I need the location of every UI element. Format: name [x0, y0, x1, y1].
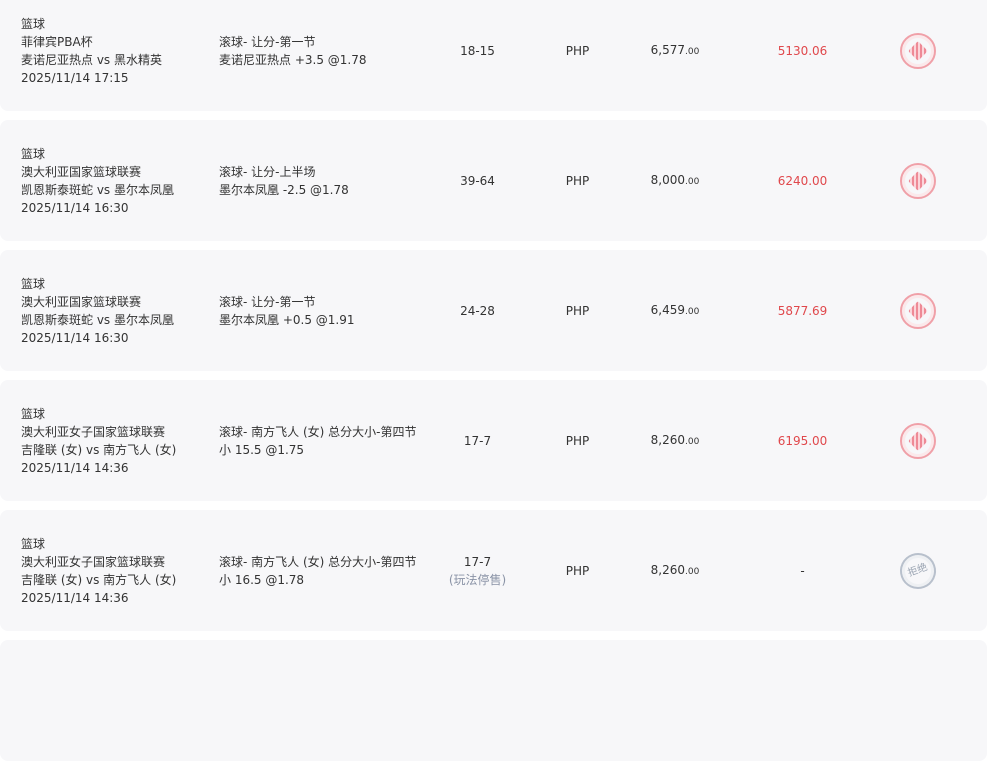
stamp-label: 拒绝	[906, 561, 930, 579]
bet-info: 滚球- 南方飞人 (女) 总分大小-第四节 小 15.5 @1.75	[219, 380, 439, 501]
match: 麦诺尼亚热点 vs 黑水精英	[21, 52, 162, 67]
score-cell: 17-7 (玩法停售)	[430, 510, 525, 631]
stake-dec: .00	[685, 306, 700, 317]
stake: 6,459.00	[651, 301, 700, 321]
sport: 篮球	[21, 146, 46, 161]
selection: 麦诺尼亚热点 +3.5 @1.78	[219, 52, 367, 67]
sport: 篮球	[21, 406, 46, 421]
selection: 小 15.5 @1.75	[219, 442, 305, 457]
sport: 篮球	[21, 536, 46, 551]
currency: PHP	[565, 563, 590, 578]
stake: 8,000.00	[651, 171, 700, 191]
bet-time: 2025/11/14 14:36	[21, 590, 129, 605]
payout: 6240.00	[777, 173, 828, 188]
currency: PHP	[565, 303, 590, 318]
score-cell: 24-28	[430, 250, 525, 371]
selection: 小 16.5 @1.78	[219, 572, 305, 587]
bet-record-row[interactable]: 篮球 菲律宾PBA杯 麦诺尼亚热点 vs 黑水精英 2025/11/14 17:…	[0, 0, 987, 111]
stake: 8,260.00	[651, 431, 700, 451]
stake-int: 6,577	[650, 42, 686, 57]
settled-stamp-icon	[900, 292, 936, 329]
settled-stamp-icon	[900, 32, 936, 69]
bet-time: 2025/11/14 14:36	[21, 460, 129, 475]
bet-info: 滚球- 让分-第一节 墨尔本凤凰 +0.5 @1.91	[219, 250, 439, 371]
bet-record-row[interactable]	[0, 640, 987, 761]
bet-time: 2025/11/14 16:30	[21, 200, 129, 215]
league: 澳大利亚国家篮球联赛	[21, 164, 142, 179]
score: 17-7	[463, 433, 492, 448]
sport: 篮球	[21, 276, 46, 291]
league: 菲律宾PBA杯	[21, 34, 93, 49]
match-info: 篮球 澳大利亚国家篮球联赛 凯恩斯泰斑蛇 vs 墨尔本凤凰 2025/11/14…	[21, 250, 211, 371]
score: 39-64	[460, 173, 495, 188]
market: 滚球- 让分-上半场	[219, 164, 316, 179]
match: 凯恩斯泰斑蛇 vs 墨尔本凤凰	[21, 312, 174, 327]
match-info: 篮球 澳大利亚女子国家篮球联赛 吉隆联 (女) vs 南方飞人 (女) 2025…	[21, 510, 211, 631]
match-info: 篮球 菲律宾PBA杯 麦诺尼亚热点 vs 黑水精英 2025/11/14 17:…	[21, 0, 211, 111]
stake-int: 8,000	[650, 172, 686, 187]
stake-dec: .00	[685, 566, 700, 577]
payout: -	[800, 563, 805, 578]
market: 滚球- 让分-第一节	[219, 34, 316, 49]
league: 澳大利亚女子国家篮球联赛	[21, 554, 166, 569]
payout: 5877.69	[777, 303, 828, 318]
league: 澳大利亚女子国家篮球联赛	[21, 424, 166, 439]
settled-stamp-icon	[900, 162, 936, 199]
stake-dec: .00	[685, 46, 700, 57]
score-cell: 18-15	[430, 0, 525, 111]
stake-int: 8,260	[650, 432, 686, 447]
currency: PHP	[565, 173, 590, 188]
bet-time: 2025/11/14 17:15	[21, 70, 129, 85]
bet-info: 滚球- 让分-上半场 墨尔本凤凰 -2.5 @1.78	[219, 120, 439, 241]
currency: PHP	[565, 433, 590, 448]
status-note: (玩法停售)	[448, 572, 507, 587]
bet-record-row[interactable]: 篮球 澳大利亚女子国家篮球联赛 吉隆联 (女) vs 南方飞人 (女) 2025…	[0, 510, 987, 631]
market: 滚球- 南方飞人 (女) 总分大小-第四节	[219, 424, 417, 439]
stake-int: 6,459	[650, 302, 686, 317]
bet-record-row[interactable]: 篮球 澳大利亚国家篮球联赛 凯恩斯泰斑蛇 vs 墨尔本凤凰 2025/11/14…	[0, 250, 987, 371]
market: 滚球- 南方飞人 (女) 总分大小-第四节	[219, 554, 417, 569]
stake-dec: .00	[685, 436, 700, 447]
stake-dec: .00	[685, 176, 700, 187]
score-cell: 17-7	[430, 380, 525, 501]
market: 滚球- 让分-第一节	[219, 294, 316, 309]
match-info: 篮球 澳大利亚女子国家篮球联赛 吉隆联 (女) vs 南方飞人 (女) 2025…	[21, 380, 211, 501]
match: 吉隆联 (女) vs 南方飞人 (女)	[21, 442, 177, 457]
sport: 篮球	[21, 16, 46, 31]
match: 吉隆联 (女) vs 南方飞人 (女)	[21, 572, 177, 587]
stake: 6,577.00	[651, 41, 700, 61]
stake-int: 8,260	[650, 562, 686, 577]
selection: 墨尔本凤凰 +0.5 @1.91	[219, 312, 355, 327]
bet-info: 滚球- 南方飞人 (女) 总分大小-第四节 小 16.5 @1.78	[219, 510, 439, 631]
league: 澳大利亚国家篮球联赛	[21, 294, 142, 309]
bet-info: 滚球- 让分-第一节 麦诺尼亚热点 +3.5 @1.78	[219, 0, 439, 111]
payout: 6195.00	[777, 433, 828, 448]
bet-record-row[interactable]: 篮球 澳大利亚女子国家篮球联赛 吉隆联 (女) vs 南方飞人 (女) 2025…	[0, 380, 987, 501]
score: 24-28	[460, 303, 495, 318]
score-cell: 39-64	[430, 120, 525, 241]
score: 17-7	[463, 554, 492, 569]
currency: PHP	[565, 43, 590, 58]
selection: 墨尔本凤凰 -2.5 @1.78	[219, 182, 349, 197]
payout: 5130.06	[777, 43, 828, 58]
score: 18-15	[460, 43, 495, 58]
rejected-stamp-icon: 拒绝	[894, 547, 942, 594]
settled-stamp-icon	[900, 422, 936, 459]
match-info: 篮球 澳大利亚国家篮球联赛 凯恩斯泰斑蛇 vs 墨尔本凤凰 2025/11/14…	[21, 120, 211, 241]
match: 凯恩斯泰斑蛇 vs 墨尔本凤凰	[21, 182, 174, 197]
stake: 8,260.00	[651, 561, 700, 581]
bet-time: 2025/11/14 16:30	[21, 330, 129, 345]
bet-record-row[interactable]: 篮球 澳大利亚国家篮球联赛 凯恩斯泰斑蛇 vs 墨尔本凤凰 2025/11/14…	[0, 120, 987, 241]
